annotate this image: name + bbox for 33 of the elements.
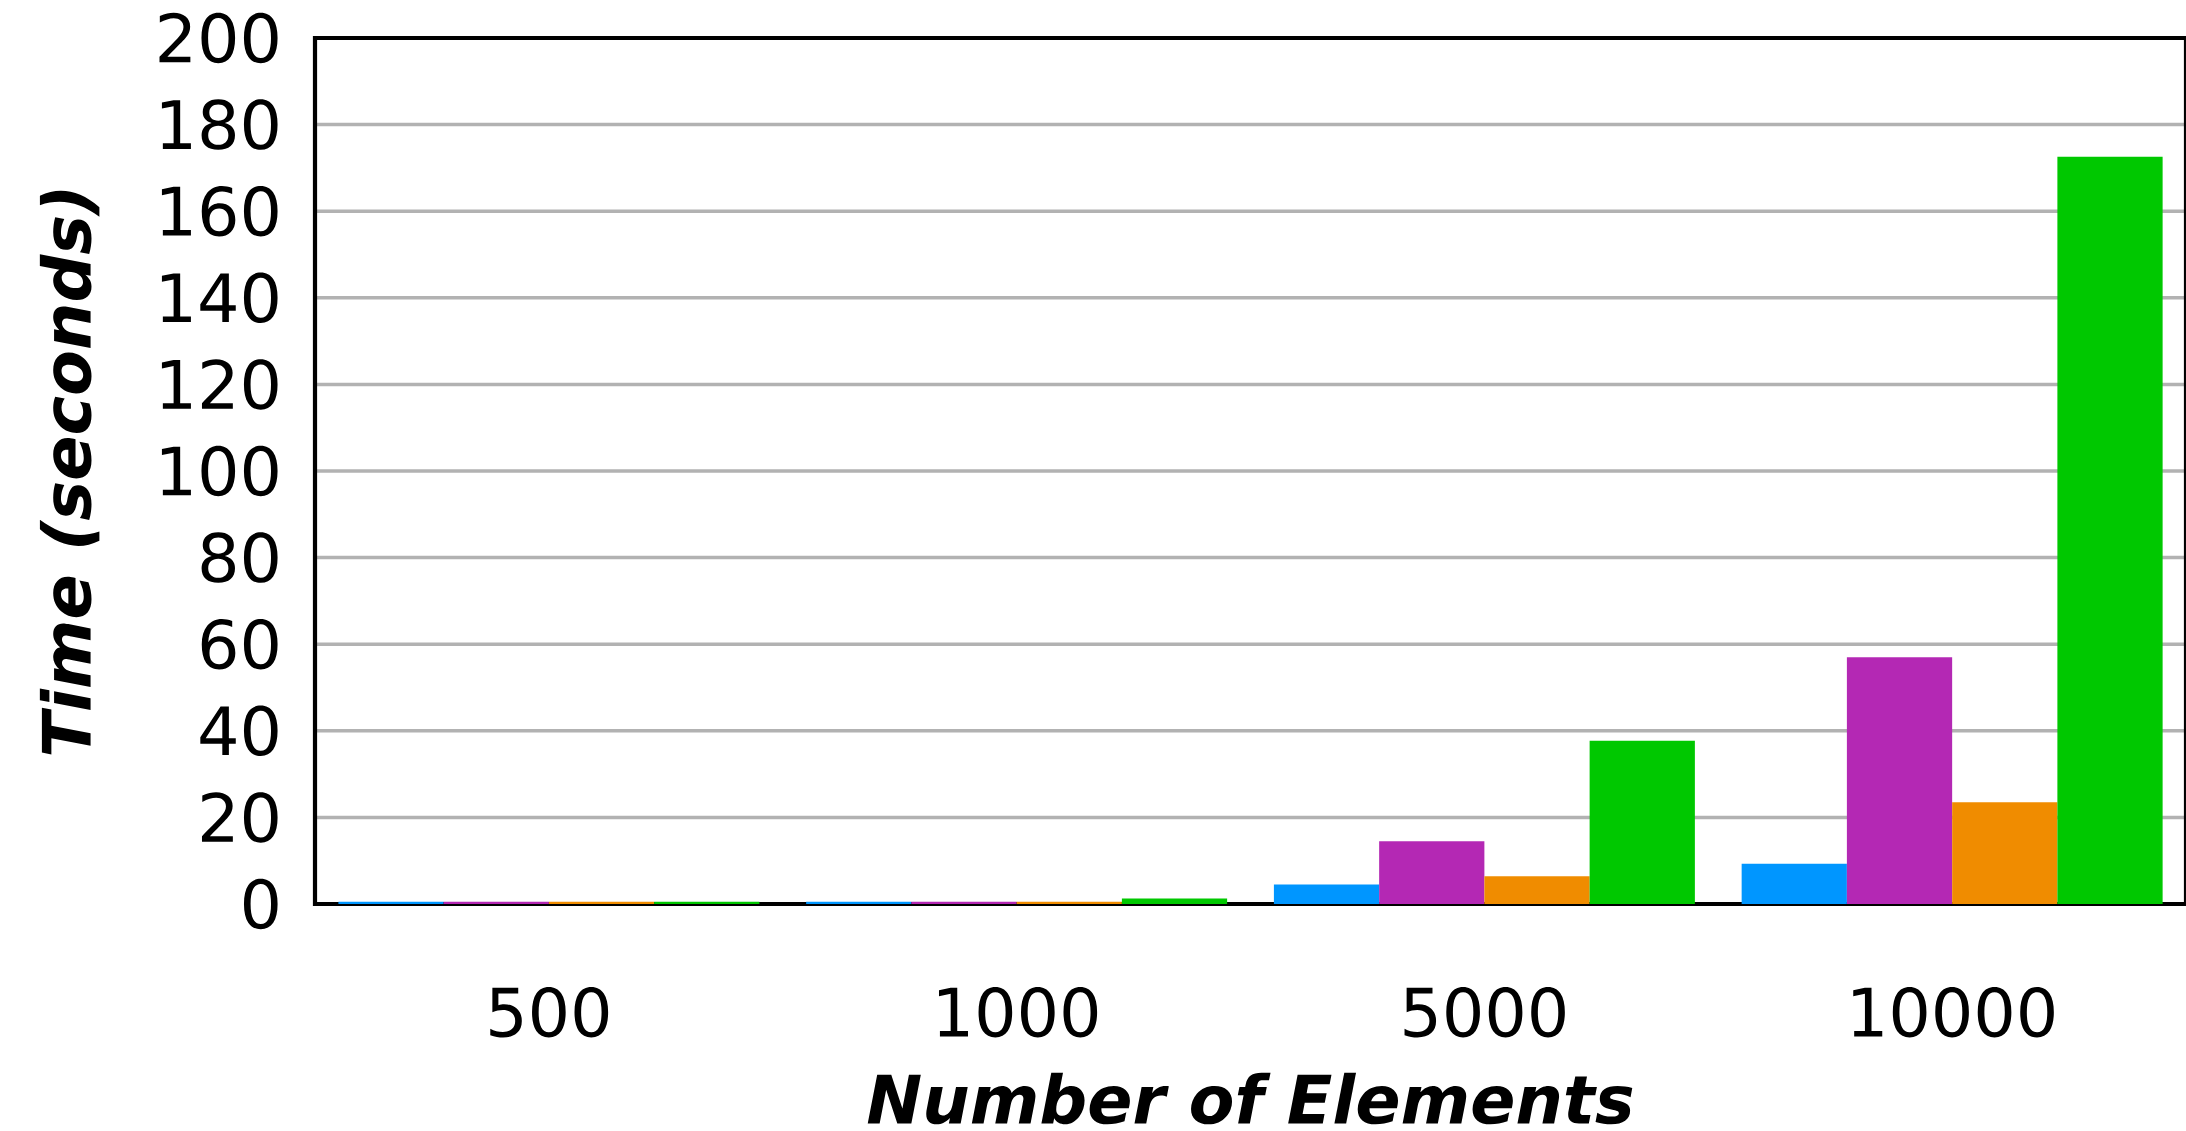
y-axis-title: Time (seconds) (39, 190, 100, 755)
bar (1952, 802, 2058, 904)
x-tick-label: 10000 (1853, 986, 2054, 1038)
y-tick-label: 60 (201, 618, 278, 670)
y-tick-label: 100 (161, 445, 278, 497)
y-tick-label: 80 (201, 532, 278, 583)
bar (1589, 740, 1695, 904)
bar (2057, 156, 2163, 904)
bar (1846, 657, 1953, 904)
bar (548, 901, 655, 904)
y-tick-label: 200 (159, 12, 278, 64)
y-tick-label: 20 (201, 792, 278, 843)
bar (1273, 884, 1380, 904)
y-tick-label: 40 (200, 705, 278, 757)
bar (911, 901, 1017, 904)
bar (654, 901, 760, 904)
y-tick-label: 140 (161, 272, 278, 324)
bar (1484, 876, 1590, 904)
bar (443, 901, 549, 904)
bar (1121, 898, 1228, 904)
y-tick-label: 0 (243, 878, 278, 930)
x-tick-label: 1000 (939, 986, 1098, 1038)
bar (1379, 841, 1485, 904)
x-tick-label: 5000 (1404, 986, 1565, 1038)
bar (1741, 863, 1847, 904)
y-tick-label: 180 (161, 99, 278, 150)
y-tick-label: 120 (161, 359, 278, 410)
x-tick-label: 500 (490, 986, 609, 1038)
bar (806, 901, 912, 904)
bar (1016, 901, 1122, 904)
x-axis-title: Number of Elements (867, 1072, 1633, 1125)
y-tick-label: 160 (161, 185, 278, 237)
bar (338, 901, 444, 904)
